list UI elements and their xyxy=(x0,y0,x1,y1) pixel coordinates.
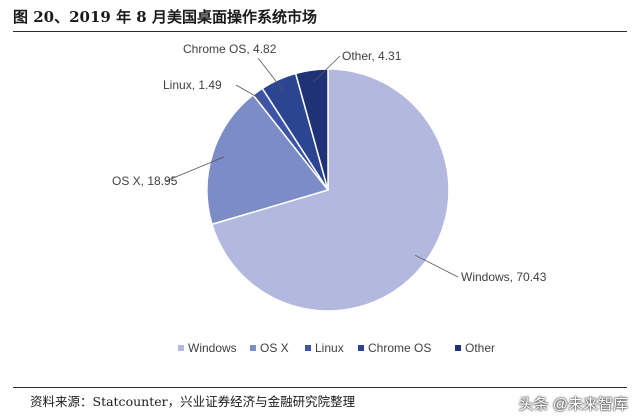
leader-line-windows xyxy=(415,254,459,278)
data-labels: Windows, 70.43 OS X, 18.95 Linux, 1.49 Chro… xyxy=(112,42,547,284)
data-label-chrome-os: Chrome OS, 4.82 xyxy=(183,42,277,56)
legend-label-other: Other xyxy=(465,341,495,355)
top-rule xyxy=(13,31,627,32)
data-label-windows: Windows, 70.43 xyxy=(461,270,547,284)
legend-swatch-os-x xyxy=(250,345,256,351)
leader-line-os-x xyxy=(165,156,225,182)
legend-swatch-chrome-os xyxy=(358,345,364,351)
leader-line-linux xyxy=(235,84,265,102)
data-label-linux: Linux, 1.49 xyxy=(163,78,222,92)
leader-line-chrome-os xyxy=(257,57,284,91)
bottom-rule xyxy=(13,387,627,388)
data-label-os-x: OS X, 18.95 xyxy=(112,174,178,188)
source-note: 资料来源：Statcounter，兴业证券经济与金融研究院整理 xyxy=(30,394,356,409)
chart-legend: Windows OS X Linux Chrome OS Other xyxy=(178,341,495,355)
pie-slice-os-x xyxy=(206,93,330,226)
pie-slice-windows xyxy=(211,68,450,312)
legend-label-linux: Linux xyxy=(315,341,344,355)
legend-label-os-x: OS X xyxy=(260,341,289,355)
data-label-other: Other, 4.31 xyxy=(342,49,402,63)
legend-swatch-windows xyxy=(178,345,184,351)
leader-lines xyxy=(165,55,459,278)
legend-label-chrome-os: Chrome OS xyxy=(368,341,431,355)
watermark: 头条 @未来智库 xyxy=(518,396,628,413)
pie-slices xyxy=(206,68,450,312)
figure-title: 图 20、2019 年 8 月美国桌面操作系统市场 xyxy=(13,8,317,26)
legend-label-windows: Windows xyxy=(188,341,237,355)
leader-line-other xyxy=(313,55,341,83)
pie-slice-other xyxy=(294,68,329,191)
legend-swatch-linux xyxy=(305,345,311,351)
legend-swatch-other xyxy=(455,345,461,351)
